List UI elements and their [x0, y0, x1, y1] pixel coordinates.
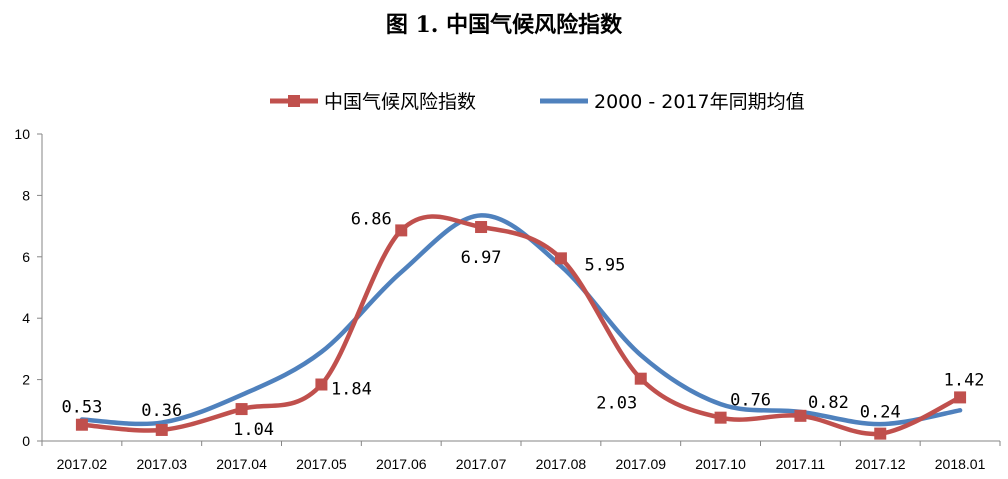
x-tick-label: 2017.11 [776, 456, 826, 472]
data-point-marker [554, 252, 567, 265]
y-tick-label: 6 [22, 249, 30, 265]
data-point-marker [874, 427, 887, 440]
legend-label-risk: 中国气候风险指数 [324, 91, 476, 113]
y-tick-label: 2 [22, 372, 30, 388]
x-tick-label: 2017.12 [855, 456, 906, 472]
data-point-marker [395, 224, 408, 237]
chart-title: 图 1. 中国气候风险指数 [386, 12, 623, 38]
data-point-marker [75, 418, 88, 431]
legend-label-average: 2000 - 2017年同期均值 [594, 91, 805, 113]
data-label: 0.24 [860, 403, 901, 423]
data-point-marker [794, 409, 807, 422]
legend-marker-risk [288, 95, 300, 107]
data-point-marker [315, 378, 328, 391]
data-point-marker [235, 403, 248, 416]
axes [41, 134, 1000, 442]
data-label: 0.82 [808, 393, 849, 413]
y-tick-label: 4 [22, 310, 30, 326]
data-label: 6.97 [461, 248, 502, 268]
x-tick-label: 2017.04 [216, 456, 267, 472]
data-label: 0.53 [61, 398, 102, 418]
data-labels: 0.53 0.36 1.04 1.84 6.86 6.97 5.95 2.03 0.76 0.82… [61, 209, 984, 440]
x-ticks: 2017.02 2017.03 2017.04 2017.05 2017.06 2017.… [41, 441, 1001, 472]
data-point-marker [954, 391, 967, 404]
y-tick-label: 0 [22, 433, 30, 449]
data-label: 6.86 [351, 209, 392, 229]
x-tick-label: 2017.03 [136, 456, 187, 472]
legend: 中国气候风险指数 2000 - 2017年同期均值 [270, 91, 805, 113]
x-tick-label: 2017.10 [695, 456, 746, 472]
data-label: 0.36 [141, 401, 182, 421]
data-label: 1.42 [944, 370, 985, 390]
data-label: 2.03 [596, 394, 637, 414]
data-label: 1.84 [331, 380, 372, 400]
data-label: 0.76 [730, 391, 771, 411]
data-point-marker [475, 221, 488, 234]
data-point-marker [155, 423, 168, 436]
data-point-marker [634, 372, 647, 385]
data-label: 5.95 [584, 255, 625, 275]
y-tick-label: 8 [22, 187, 30, 203]
x-tick-label: 2017.07 [456, 456, 507, 472]
markers [75, 221, 967, 440]
data-point-marker [714, 411, 727, 424]
data-label: 1.04 [233, 420, 274, 440]
x-tick-label: 2017.06 [376, 456, 427, 472]
y-tick-label: 10 [14, 126, 30, 142]
x-tick-label: 2017.02 [57, 456, 108, 472]
x-tick-label: 2017.08 [536, 456, 587, 472]
x-tick-label: 2017.09 [615, 456, 666, 472]
x-tick-label: 2017.05 [296, 456, 347, 472]
y-ticks: 0 2 4 6 8 10 [14, 126, 42, 449]
x-tick-label: 2018.01 [935, 456, 986, 472]
